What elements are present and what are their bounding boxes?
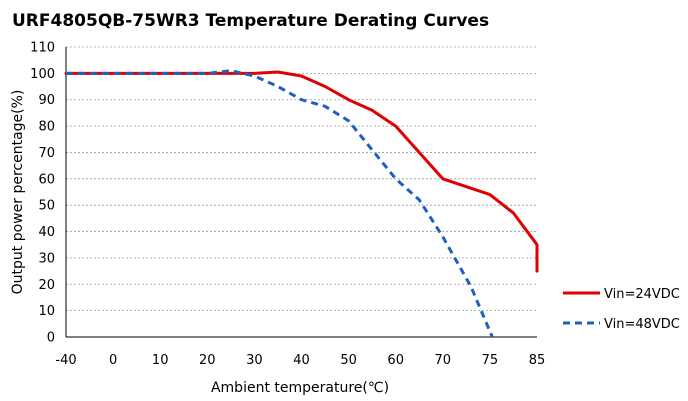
series-lines	[64, 69, 539, 338]
series-line-2	[66, 69, 494, 338]
legend-label: Vin=48VDC	[604, 317, 680, 332]
x-tick-label: 70	[435, 353, 452, 368]
x-tick-label: 85	[529, 353, 546, 368]
series-line-1	[64, 70, 539, 273]
x-tick-label: -40	[55, 353, 76, 368]
y-axis-ticks: 0 10 20 30 40 50 60 70 80 90 100 110	[30, 41, 55, 346]
y-tick-label: 100	[30, 67, 55, 82]
x-tick-label: 75	[482, 353, 499, 368]
x-tick-label: 50	[340, 353, 357, 368]
y-tick-label: 60	[38, 172, 55, 187]
y-tick-label: 90	[38, 93, 55, 108]
x-tick-label: 30	[246, 353, 263, 368]
y-tick-label: 10	[38, 304, 55, 319]
x-tick-label: 0	[109, 353, 117, 368]
y-tick-label: 0	[47, 331, 55, 346]
y-axis-label: Output power percentage(%)	[10, 90, 26, 295]
y-tick-label: 70	[38, 146, 55, 161]
x-axis-ticks: -40 0 10 20 30 40 50 60 70 75 85	[55, 353, 545, 368]
y-tick-label: 110	[30, 41, 55, 56]
y-tick-label: 40	[38, 225, 55, 240]
y-tick-label: 80	[38, 120, 55, 135]
chart-title: URF4805QB-75WR3 Temperature Derating Cur…	[12, 11, 489, 31]
x-tick-label: 60	[387, 353, 404, 368]
x-tick-label: 40	[293, 353, 310, 368]
y-tick-label: 50	[38, 199, 55, 214]
x-tick-label: 20	[199, 353, 216, 368]
legend-label: Vin=24VDC	[604, 287, 680, 302]
x-tick-label: 10	[152, 353, 169, 368]
y-tick-label: 20	[38, 278, 55, 293]
y-tick-label: 30	[38, 251, 55, 266]
x-axis-label: Ambient temperature(℃)	[211, 380, 389, 396]
grid-lines	[66, 46, 537, 312]
legend: Vin=24VDC Vin=48VDC	[563, 287, 680, 332]
